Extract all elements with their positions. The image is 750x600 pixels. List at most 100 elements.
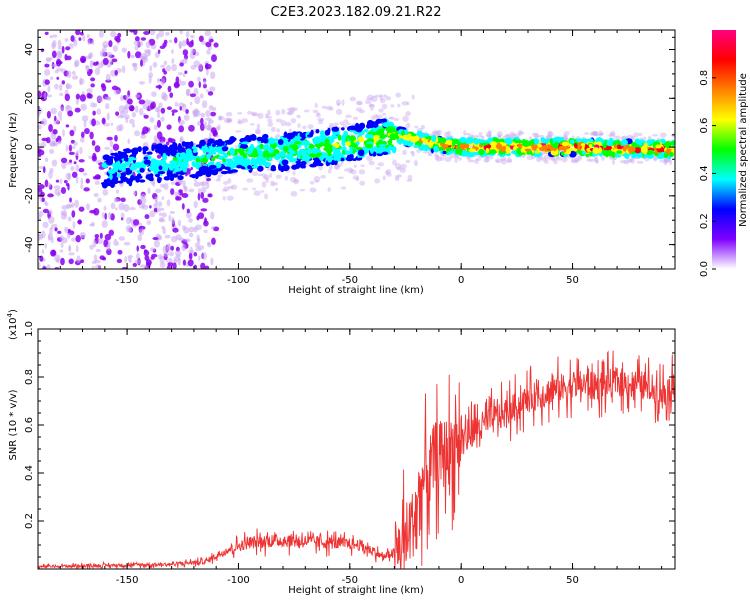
heatmap-cell [261, 181, 267, 188]
heatmap-cell [551, 156, 556, 162]
heatmap-cell [140, 244, 146, 250]
heatmap-cell [252, 113, 260, 117]
heatmap-cell [126, 98, 133, 105]
heatmap-cell [311, 147, 319, 155]
heatmap-cell [162, 152, 167, 159]
heatmap-cell [170, 245, 175, 251]
heatmap-cell [111, 58, 118, 63]
heatmap-cell [94, 120, 101, 126]
heatmap-cell [580, 143, 586, 147]
heatmap-cell [156, 119, 161, 128]
heatmap-cell [193, 60, 200, 68]
heatmap-cell [406, 179, 413, 182]
heatmap-cell [69, 129, 75, 137]
heatmap-cell [188, 226, 195, 233]
heatmap-cell [79, 232, 86, 239]
heatmap-cell [246, 178, 254, 183]
heatmap-cell [55, 60, 63, 65]
heatmap-cell [59, 83, 63, 92]
heatmap-cell [514, 133, 521, 138]
heatmap-cell [78, 167, 85, 173]
heatmap-cell [473, 138, 480, 145]
heatmap-cell [160, 116, 165, 122]
heatmap-cell [267, 109, 271, 116]
heatmap-cell [394, 163, 402, 170]
heatmap-cell [366, 155, 373, 162]
heatmap-cell [115, 111, 120, 116]
heatmap-cell [91, 265, 95, 269]
heatmap-cell [329, 123, 334, 126]
heatmap-cell [623, 160, 630, 165]
heatmap-cell [358, 169, 366, 175]
heatmap-cell [288, 140, 295, 145]
heatmap-cell [633, 132, 639, 138]
heatmap-cell [355, 107, 363, 112]
heatmap-cell [174, 191, 181, 197]
heatmap-cell [630, 159, 635, 164]
heatmap-cell [74, 199, 80, 208]
heatmap-cell [400, 163, 407, 169]
heatmap-cell [75, 93, 81, 100]
heatmap-cell [110, 152, 116, 156]
heatmap-cell [149, 247, 156, 252]
heatmap-cell [395, 174, 400, 179]
heatmap-cell [392, 159, 397, 166]
heatmap-cell [189, 93, 196, 98]
heatmap-cell [302, 125, 307, 130]
heatmap-cell [70, 202, 75, 208]
heatmap-cell [59, 92, 64, 97]
heatmap-cell [156, 33, 160, 40]
heatmap-cell [163, 60, 168, 66]
heatmap-cell [591, 131, 598, 136]
heatmap-cell [193, 87, 199, 96]
heatmap-cell [314, 143, 319, 147]
heatmap-cell [144, 214, 150, 220]
heatmap-cell [503, 138, 510, 143]
heatmap-cell [61, 161, 67, 169]
heatmap-cell [51, 223, 58, 228]
heatmap-cell [49, 34, 54, 39]
heatmap-cell [104, 233, 112, 241]
heatmap-cell [50, 236, 54, 244]
heatmap-cell [60, 240, 64, 249]
heatmap-cell [169, 160, 177, 165]
heatmap-cell [185, 168, 192, 172]
heatmap-cell [115, 207, 118, 211]
heatmap-cell [485, 133, 492, 138]
heatmap-cell [199, 123, 205, 131]
heatmap-cell [243, 136, 248, 143]
heatmap-cell [208, 193, 213, 198]
heatmap-cell [444, 141, 452, 145]
heatmap-cell [160, 107, 166, 114]
heatmap-cell [444, 131, 450, 137]
heatmap-cell [143, 156, 149, 160]
heatmap-cell [106, 112, 110, 121]
heatmap-cell [411, 94, 415, 100]
heatmap-cell [80, 103, 87, 111]
heatmap-cell [663, 152, 669, 158]
heatmap-cell [179, 152, 187, 160]
heatmap-cell [423, 144, 430, 152]
heatmap-cell [506, 159, 513, 163]
heatmap-cell [52, 34, 58, 38]
heatmap-cell [257, 112, 264, 119]
heatmap-cell [294, 141, 302, 145]
heatmap-cell [132, 262, 138, 268]
heatmap-cell [489, 149, 497, 154]
heatmap-cell [154, 200, 158, 206]
heatmap-cell [376, 153, 383, 157]
heatmap-cell [125, 216, 132, 225]
heatmap-cell [114, 134, 118, 142]
heatmap-cell [436, 130, 441, 137]
heatmap-cell [75, 30, 81, 36]
heatmap-cell [51, 159, 58, 167]
heatmap-cell [316, 112, 320, 116]
heatmap-cell [270, 126, 276, 132]
heatmap-cell [50, 226, 54, 230]
heatmap-cell [218, 116, 223, 121]
heatmap-cell [150, 102, 154, 110]
heatmap-cell [434, 154, 440, 161]
heatmap-cell [59, 235, 65, 242]
heatmap-cell [94, 67, 101, 76]
heatmap-cell [341, 136, 345, 143]
